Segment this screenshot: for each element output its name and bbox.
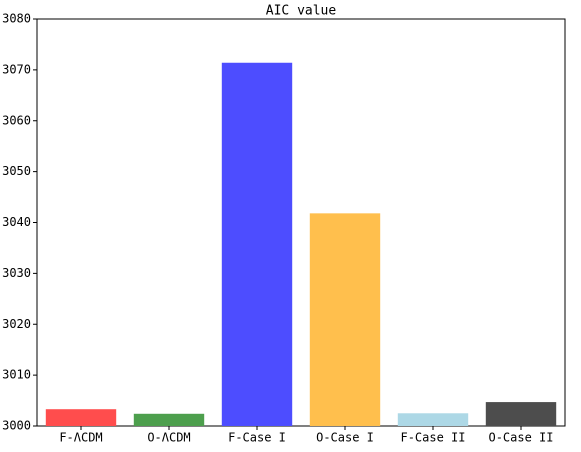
bar bbox=[485, 402, 557, 426]
y-tick-label: 3070 bbox=[2, 62, 31, 76]
bar bbox=[45, 409, 117, 426]
y-tick-label: 3000 bbox=[2, 419, 31, 433]
y-tick-label: 3030 bbox=[2, 266, 31, 280]
y-tick-label: 3080 bbox=[2, 12, 31, 26]
bar bbox=[221, 62, 293, 426]
y-tick-label: 3050 bbox=[2, 164, 31, 178]
x-tick-label: O-Case II bbox=[488, 431, 553, 445]
y-tick-label: 3060 bbox=[2, 113, 31, 127]
x-tick-label: F-ΛCDM bbox=[59, 431, 102, 445]
x-tick-label: O-Case I bbox=[316, 431, 374, 445]
y-tick-label: 3010 bbox=[2, 368, 31, 382]
y-tick-label: 3020 bbox=[2, 317, 31, 331]
bar bbox=[397, 413, 469, 426]
x-tick-label: F-Case I bbox=[228, 431, 286, 445]
bar bbox=[309, 213, 381, 426]
plot-frame bbox=[36, 18, 566, 427]
x-tick-label: F-Case II bbox=[400, 431, 465, 445]
x-tick-label: O-ΛCDM bbox=[147, 431, 190, 445]
bar bbox=[133, 413, 205, 426]
y-tick-label: 3040 bbox=[2, 215, 31, 229]
chart-title: AIC value bbox=[266, 4, 337, 19]
